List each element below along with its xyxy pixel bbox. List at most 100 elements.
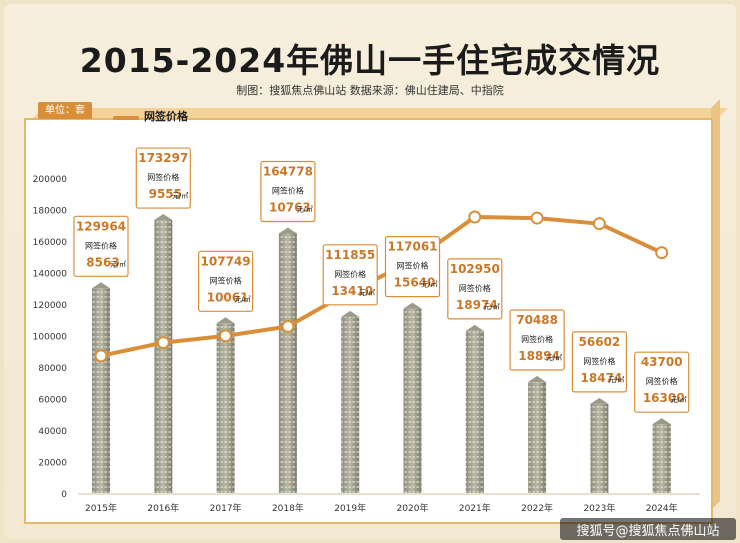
x-tick-label: 2024年 — [646, 502, 678, 514]
price-point — [655, 246, 669, 260]
volume-data-label: 102950 — [450, 262, 500, 276]
chart-subtitle: 制图：搜狐焦点佛山站 数据来源：佛山住建局、中指院 — [236, 84, 504, 97]
x-tick-label: 2017年 — [210, 502, 242, 514]
data-label-box — [384, 236, 441, 298]
price-data-label: 10763 — [269, 200, 311, 214]
bar-roof — [154, 214, 173, 221]
watermark-badge — [560, 518, 736, 540]
x-tick-label: 2018年 — [272, 502, 304, 514]
data-label-box — [198, 250, 254, 312]
price-caption-label: 网签价格 — [210, 275, 242, 285]
price-data-label: 8563 — [86, 255, 119, 269]
price-unit-label: 元/㎡ — [172, 192, 188, 200]
legend-label: 网签价格 — [144, 110, 188, 123]
chart-title: 2015-2024年佛山一手住宅成交情况 — [79, 41, 661, 80]
bar-roof — [216, 317, 235, 324]
price-caption-label: 网签价格 — [583, 356, 615, 366]
data-label-box — [509, 309, 565, 371]
bar-roof — [341, 310, 360, 317]
data-label-box — [571, 331, 628, 393]
x-tick-label: 2020年 — [397, 502, 429, 514]
price-caption-label: 网签价格 — [521, 334, 553, 344]
price-unit-label: 元/㎡ — [234, 295, 250, 303]
bar-windows — [652, 424, 671, 493]
x-tick-label: 2019年 — [334, 502, 366, 514]
data-label-box — [260, 160, 316, 223]
volume-data-label: 56602 — [579, 335, 621, 349]
bar-windows — [278, 233, 297, 493]
price-point — [156, 336, 170, 350]
x-tick-label: 2016年 — [147, 502, 179, 514]
data-label-box — [634, 351, 690, 413]
x-tick-label: 2023年 — [583, 502, 615, 514]
price-point — [592, 217, 606, 231]
y-tick-label: 200000 — [33, 175, 68, 185]
bar-roof — [652, 418, 671, 425]
price-data-label: 9555 — [149, 187, 182, 201]
legend-line-swatch — [113, 116, 139, 120]
bar-roof — [465, 324, 484, 331]
price-unit-label: 元/㎡ — [670, 396, 686, 404]
bar-windows — [528, 381, 547, 493]
price-line — [100, 215, 663, 358]
bar-windows — [216, 323, 235, 493]
price-data-label: 15640 — [394, 276, 436, 290]
y-tick-label: 0 — [61, 490, 67, 500]
bar-windows — [341, 316, 360, 493]
volume-data-label: 129964 — [76, 219, 126, 233]
x-tick-label: 2021年 — [459, 502, 491, 514]
y-tick-label: 60000 — [38, 396, 67, 406]
price-caption-label: 网签价格 — [85, 240, 117, 250]
price-unit-label: 元/㎡ — [546, 354, 562, 362]
y-tick-label: 40000 — [38, 427, 67, 437]
price-data-label: 13410 — [331, 284, 373, 298]
price-caption-label: 网签价格 — [459, 283, 491, 293]
data-label-box — [447, 258, 503, 320]
x-tick-label: 2022年 — [521, 502, 553, 514]
price-point — [281, 319, 295, 333]
y-tick-label: 140000 — [33, 270, 68, 280]
data-label-box — [322, 244, 378, 306]
bar-roof — [92, 282, 110, 289]
price-unit-label: 元/㎡ — [110, 260, 126, 268]
price-unit-label: 元/㎡ — [359, 289, 375, 297]
volume-data-label: 43700 — [641, 355, 683, 369]
volume-data-label: 173297 — [138, 151, 188, 165]
price-data-label: 18974 — [456, 298, 498, 312]
data-label-box — [73, 215, 129, 277]
price-data-label: 18474 — [581, 371, 623, 385]
price-caption-label: 网签价格 — [272, 185, 304, 195]
y-tick-label: 180000 — [33, 207, 68, 217]
price-point — [468, 210, 482, 224]
price-caption-label: 网签价格 — [147, 172, 179, 182]
price-point — [219, 329, 233, 343]
price-unit-label: 元/㎡ — [297, 205, 313, 213]
price-caption-label: 网签价格 — [334, 269, 366, 279]
price-point — [530, 211, 544, 225]
bar-windows — [403, 308, 422, 493]
x-tick-label: 2015年 — [85, 502, 117, 514]
watermark-text: 搜狐号@搜狐焦点佛山站 — [576, 524, 720, 539]
bar-roof — [403, 302, 422, 309]
volume-data-label: 111855 — [325, 248, 375, 262]
bar-windows — [154, 220, 173, 493]
bar-windows — [92, 288, 110, 493]
volume-data-label: 107749 — [201, 254, 251, 268]
price-unit-label: 元/㎡ — [483, 303, 499, 311]
y-tick-label: 20000 — [38, 459, 67, 469]
price-data-label: 18894 — [518, 349, 560, 363]
y-tick-label: 80000 — [38, 364, 67, 374]
y-tick-label: 120000 — [33, 301, 68, 311]
y-tick-label: 160000 — [33, 238, 68, 248]
unit-label: 单位：套 — [38, 102, 92, 119]
bar-roof — [278, 227, 297, 234]
volume-data-label: 164778 — [263, 164, 313, 178]
volume-data-label: 117061 — [387, 240, 437, 254]
price-data-label: 16300 — [643, 391, 685, 405]
bar-roof — [590, 397, 609, 404]
price-caption-label: 网签价格 — [646, 376, 678, 386]
price-point — [94, 349, 108, 363]
volume-data-label: 70488 — [516, 313, 558, 327]
bar-windows — [590, 403, 609, 493]
data-label-box — [135, 147, 191, 209]
